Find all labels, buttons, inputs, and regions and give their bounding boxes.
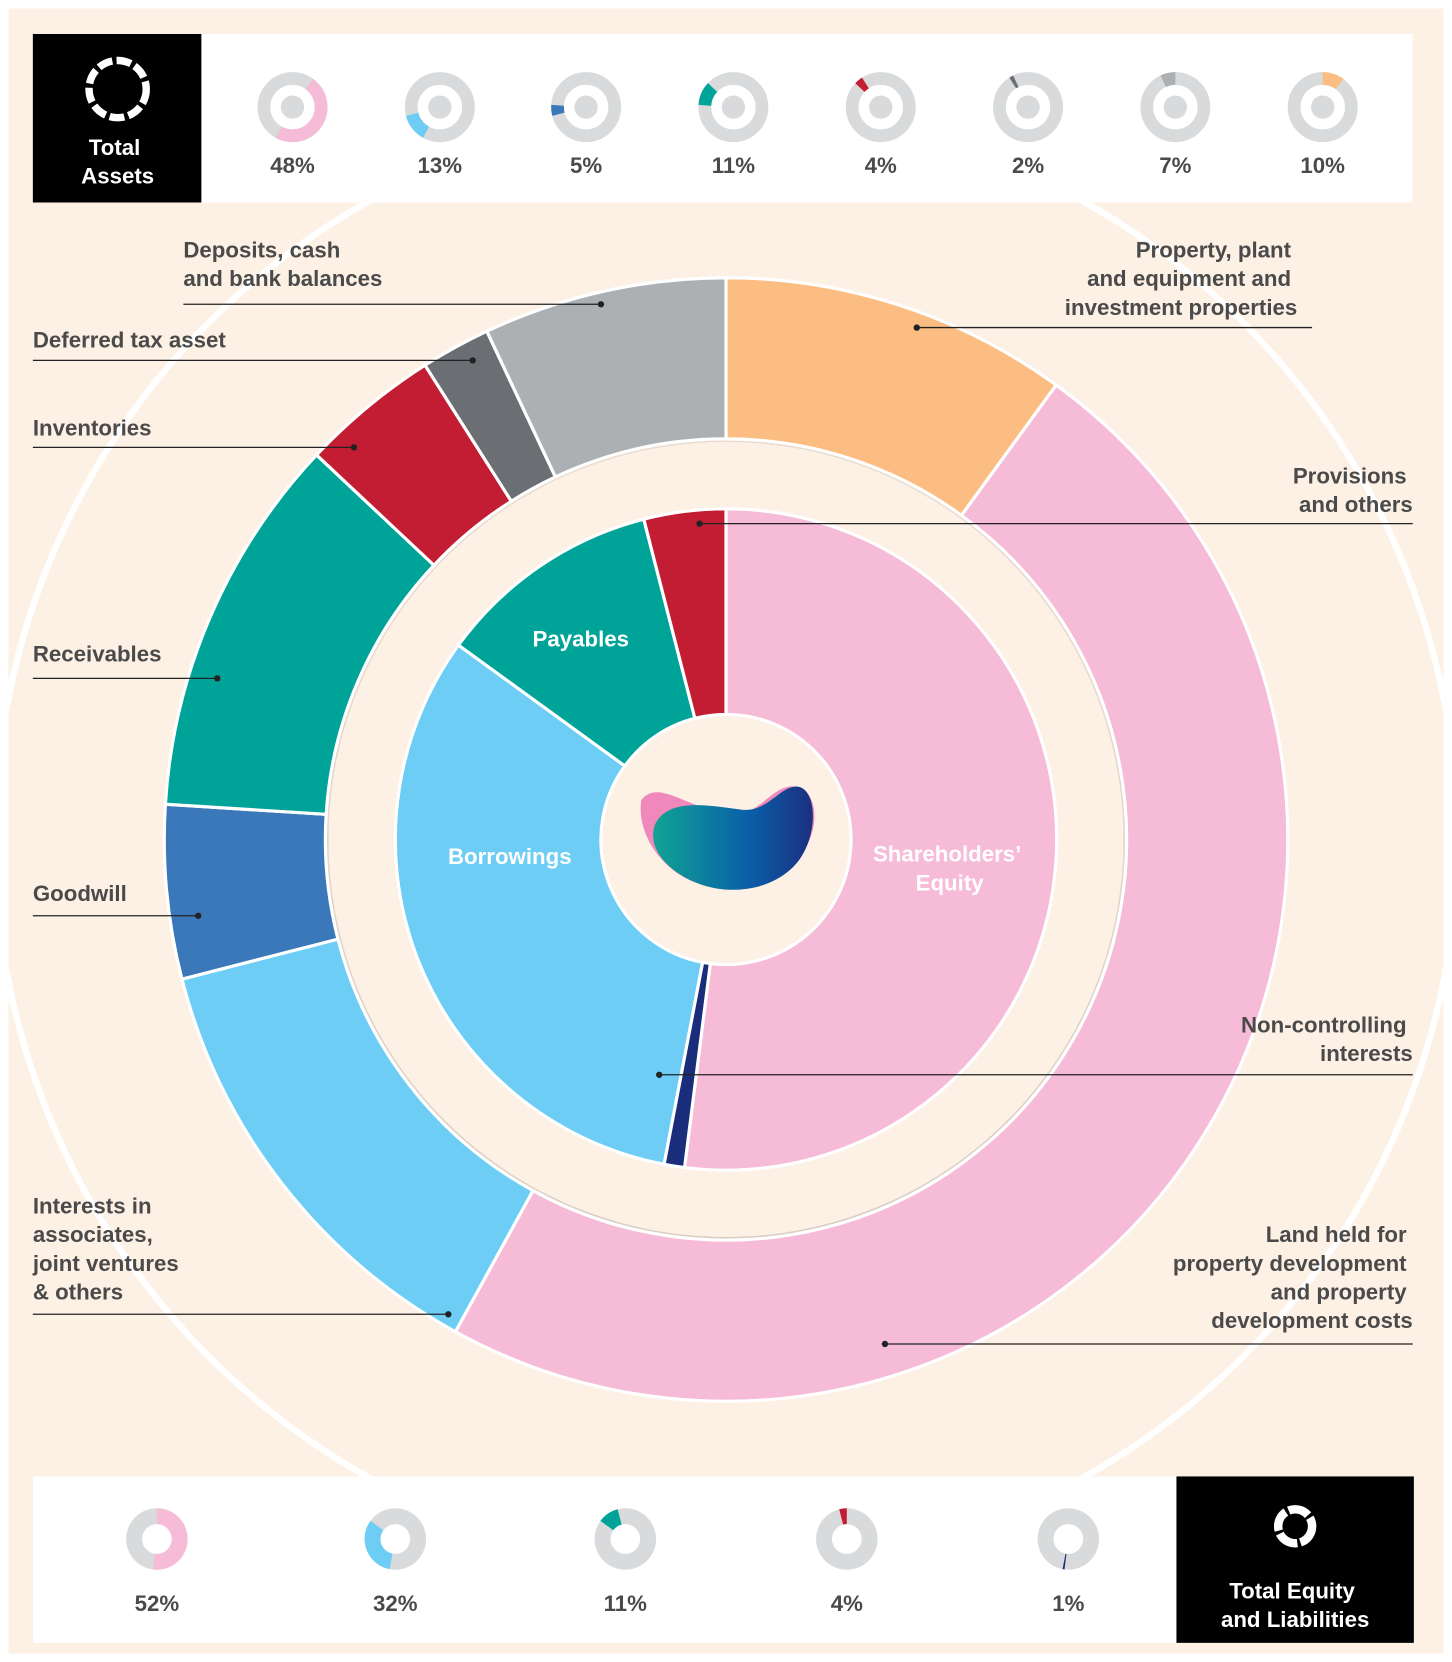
category-label: Deposits, cash and bank balances	[183, 238, 382, 292]
value-label: 48%	[270, 153, 315, 178]
category-label: Property, plant and equipment and invest…	[1065, 238, 1297, 320]
icon-segment	[1160, 72, 1176, 87]
value-label: 32%	[373, 1591, 418, 1616]
logo	[640, 786, 815, 890]
icon-ring	[993, 72, 1064, 143]
icon-segment	[153, 1508, 188, 1570]
icon-hole	[142, 1524, 172, 1554]
leader-dot	[597, 301, 605, 308]
leader-dot	[881, 1340, 889, 1348]
icon-hole	[380, 1524, 411, 1554]
icon-dot	[1016, 95, 1040, 119]
category-label: Land held for property development and p…	[1173, 1222, 1413, 1333]
value-label: 10%	[1300, 153, 1345, 178]
value-label: 52%	[135, 1591, 180, 1616]
assets-icon	[85, 56, 150, 122]
icon-dot	[574, 95, 598, 119]
segment	[453, 382, 1290, 1403]
icon-dot	[428, 95, 452, 119]
category-label: Interests in associates, joint ventures …	[32, 1194, 185, 1305]
icon-hole	[610, 1524, 641, 1554]
value-label: 4%	[865, 153, 897, 178]
value-label: 4%	[831, 1591, 863, 1616]
value-label: 2%	[1012, 153, 1044, 178]
logo-blue	[653, 786, 813, 890]
category-label: Provisions and others	[1293, 463, 1413, 517]
marks	[126, 72, 1358, 1570]
icon-ring	[698, 72, 769, 143]
segment	[641, 507, 728, 721]
segment-label: Borrowings	[448, 844, 572, 869]
icon-dot	[1311, 95, 1335, 119]
segment	[456, 517, 697, 769]
icon-ring	[845, 72, 916, 143]
segment-label: Shareholders’ Equity	[873, 842, 1026, 896]
segment	[682, 507, 1059, 1172]
value-label: 7%	[1159, 153, 1191, 178]
icon-segment	[1062, 1553, 1067, 1570]
assets-panel	[201, 33, 1413, 203]
icon-dot	[869, 95, 893, 119]
leader-dot	[195, 912, 202, 919]
category-label: Receivables	[33, 641, 162, 666]
segment	[393, 642, 705, 1167]
value-label: 1%	[1052, 1591, 1084, 1616]
liab-icon	[1273, 1505, 1317, 1548]
leader-dot	[350, 444, 358, 451]
leader-dot	[445, 1311, 452, 1318]
icon-segment	[551, 104, 565, 116]
icon-dot	[1163, 95, 1188, 119]
icon-hole	[1053, 1524, 1084, 1554]
segment	[484, 276, 728, 480]
leader-dot	[469, 357, 476, 364]
assets-title: Total Assets	[81, 135, 154, 189]
icon-segment	[1322, 72, 1344, 90]
value-label: 11%	[604, 1591, 648, 1616]
leader-dot	[696, 520, 703, 527]
icon-segment	[600, 1509, 622, 1531]
liab-title: Total Equity and Liabilities	[1221, 1578, 1369, 1632]
icon-segment	[839, 1508, 847, 1525]
icon-hole	[831, 1524, 862, 1554]
value-label: 11%	[712, 153, 756, 178]
category-label: Inventories	[33, 416, 152, 441]
icon-segment	[855, 77, 869, 92]
icon-segment	[1009, 75, 1019, 89]
icon-ring	[404, 72, 475, 143]
category-label: Goodwill	[33, 881, 127, 906]
icon-segment	[698, 83, 718, 106]
icon-dot	[721, 95, 746, 119]
icon-segment	[364, 1520, 393, 1570]
segment-label: Payables	[533, 627, 630, 652]
icon-segment	[275, 78, 328, 143]
value-label: 13%	[418, 153, 463, 178]
leader-dot	[656, 1071, 663, 1078]
category-label: Deferred tax asset	[33, 328, 227, 353]
value-label: 5%	[570, 153, 602, 178]
leader-dot	[214, 675, 221, 682]
labels: 48% 13% 5% 11% 4% 2% 7% 10% 52% 32% 11% 4% 1% Land he…	[32, 153, 1413, 1616]
leader-dot	[913, 324, 920, 331]
icon-dot	[280, 95, 305, 119]
liab-box	[1176, 1476, 1414, 1643]
icon-segment	[405, 112, 430, 138]
category-label: Non-controlling interests	[1241, 1012, 1413, 1066]
